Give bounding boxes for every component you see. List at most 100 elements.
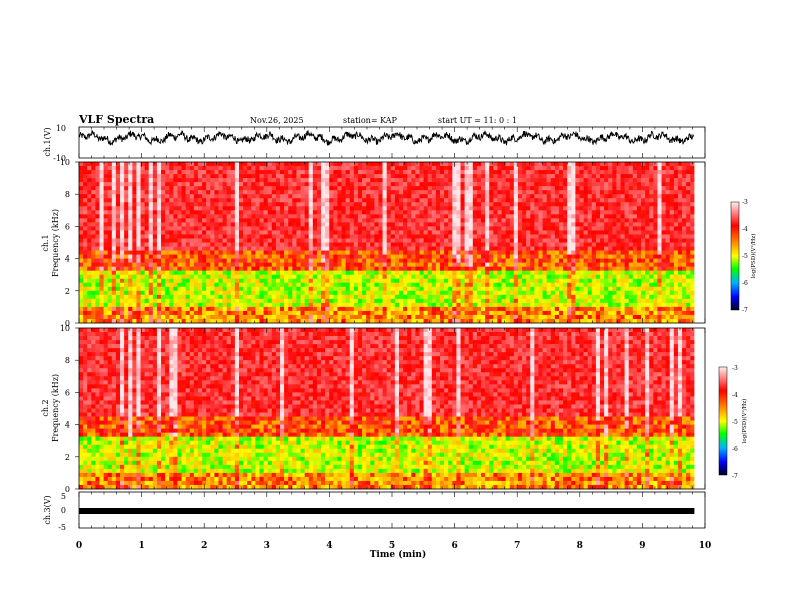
- spectrogram-cell-ch1: [95, 238, 100, 243]
- spectrogram-cell-ch1: [136, 286, 141, 292]
- spectrogram-cell-ch1: [509, 162, 515, 167]
- spectrogram-cell-ch1: [189, 242, 195, 247]
- spectrogram-cell-ch1: [386, 238, 392, 243]
- spectrogram-cell-ch1: [435, 170, 441, 175]
- spectrogram-cell-ch1: [263, 238, 269, 243]
- spectrogram-cell-ch1: [558, 218, 564, 223]
- spectrogram-cell-ch1: [501, 302, 506, 308]
- spectrogram-cell-ch1: [370, 226, 375, 231]
- spectrogram-cell-ch1: [423, 166, 428, 171]
- spectrogram-cell-ch1: [206, 250, 211, 255]
- spectrogram-cell-ch1: [197, 310, 203, 316]
- spectrogram-cell-ch1: [558, 246, 564, 251]
- spectrogram-cell-ch1: [546, 294, 552, 300]
- spectrogram-cell-ch1: [169, 206, 174, 211]
- spectrogram-cell-ch1: [193, 286, 199, 292]
- spectrogram-cell-ch1: [554, 238, 560, 243]
- spectrogram-cell-ch1: [120, 242, 125, 247]
- spectrogram-cell-ch1: [165, 298, 170, 304]
- spectrogram-cell-ch1: [259, 290, 264, 296]
- spectrogram-cell-ch1: [440, 262, 445, 267]
- spectrogram-cell-ch1: [87, 210, 92, 215]
- spectrogram-cell-ch1: [267, 194, 273, 199]
- spectrogram-cell-ch1: [185, 242, 191, 247]
- spectrogram-cell-ch1: [546, 250, 552, 255]
- spectrogram-cell-ch1: [374, 210, 379, 215]
- spectrogram-cell-ch1: [575, 182, 580, 187]
- spectrogram-cell-ch1: [87, 310, 92, 316]
- spectrogram-cell-ch1: [243, 278, 248, 284]
- spectrogram-cell-ch1: [362, 170, 367, 175]
- spectrogram-cell-ch1: [193, 198, 199, 203]
- spectrogram-cell-ch1: [476, 274, 482, 280]
- spectrogram-cell-ch1: [91, 286, 96, 292]
- spectrogram-cell-ch1: [513, 170, 519, 175]
- spectrogram-cell-ch1: [325, 166, 330, 171]
- spectrogram-cell-ch1: [337, 254, 342, 259]
- spectrogram-cell-ch1: [271, 198, 277, 203]
- spectrogram-cell-ch1: [440, 266, 445, 271]
- spectrogram-cell-ch1: [513, 202, 519, 207]
- spectrogram-cell-ch1: [513, 178, 519, 183]
- spectrogram-cell-ch1: [411, 230, 416, 235]
- spectrogram-cell-ch1: [300, 266, 305, 271]
- spectrogram-cell-ch1: [128, 174, 133, 179]
- spectrogram-cell-ch1: [472, 234, 478, 239]
- spectrogram-cell-ch1: [206, 314, 211, 320]
- spectrogram-cell-ch1: [226, 282, 232, 288]
- spectrogram-cell-ch1: [394, 278, 400, 284]
- spectrogram-cell-ch1: [193, 174, 199, 179]
- spectrogram-cell-ch1: [87, 190, 92, 195]
- spectrogram-cell-ch1: [111, 178, 117, 183]
- spectrogram-cell-ch1: [390, 162, 396, 167]
- spectrogram-cell-ch1: [152, 258, 158, 263]
- spectrogram-cell-ch1: [431, 302, 437, 308]
- spectrogram-cell-ch1: [382, 186, 387, 191]
- spectrogram-cell-ch1: [234, 282, 240, 288]
- spectrogram-cell-ch1: [497, 242, 502, 247]
- spectrogram-cell-ch1: [120, 218, 125, 223]
- spectrogram-cell-ch1: [415, 202, 420, 207]
- spectrogram-cell-ch1: [316, 170, 322, 175]
- spectrogram-cell-ch1: [575, 294, 580, 300]
- spectrogram-cell-ch1: [185, 254, 191, 259]
- spectrogram-cell-ch1: [144, 186, 150, 191]
- spectrogram-cell-ch1: [189, 170, 195, 175]
- spectrogram-cell-ch1: [132, 270, 137, 276]
- spectrogram-cell-ch1: [140, 290, 145, 296]
- spectrogram-cell-ch1: [300, 178, 305, 183]
- spectrogram-cell-ch1: [280, 286, 285, 292]
- spectrogram-cell-ch1: [321, 254, 326, 259]
- spectrogram-cell-ch1: [567, 186, 572, 191]
- spectrogram-cell-ch1: [489, 278, 494, 284]
- spectrogram-cell-ch1: [501, 290, 506, 296]
- spectrogram-cell-ch1: [394, 178, 400, 183]
- spectrogram-cell-ch1: [579, 202, 584, 207]
- spectrogram-cell-ch1: [341, 278, 346, 284]
- spectrogram-cell-ch1: [567, 314, 572, 320]
- spectrogram-cell-ch1: [575, 306, 580, 312]
- spectrogram-cell-ch1: [99, 250, 104, 255]
- spectrogram-cell-ch1: [251, 298, 256, 304]
- spectrogram-cell-ch1: [87, 186, 92, 191]
- spectrogram-cell-ch1: [411, 238, 416, 243]
- spectrogram-cell-ch1: [398, 178, 404, 183]
- spectrogram-cell-ch1: [267, 282, 273, 288]
- spectrogram-cell-ch1: [161, 310, 166, 316]
- spectrogram-cell-ch1: [411, 270, 416, 276]
- spectrogram-cell-ch1: [341, 238, 346, 243]
- spectrogram-cell-ch1: [485, 210, 490, 215]
- spectrogram-cell-ch1: [378, 198, 383, 203]
- spectrogram-cell-ch1: [111, 274, 117, 280]
- spectrogram-cell-ch1: [485, 314, 490, 320]
- spectrogram-cell-ch1: [251, 226, 256, 231]
- spectrogram-cell-ch1: [509, 194, 515, 199]
- spectrogram-cell-ch1: [308, 202, 314, 207]
- spectrogram-cell-ch1: [374, 242, 379, 247]
- spectrogram-cell-ch1: [472, 242, 478, 247]
- spectrogram-cell-ch1: [534, 278, 539, 284]
- spectrogram-cell-ch1: [230, 194, 236, 199]
- spectrogram-cell-ch1: [316, 318, 322, 324]
- spectrogram-cell-ch1: [247, 282, 252, 288]
- spectrogram-cell-ch1: [403, 182, 408, 187]
